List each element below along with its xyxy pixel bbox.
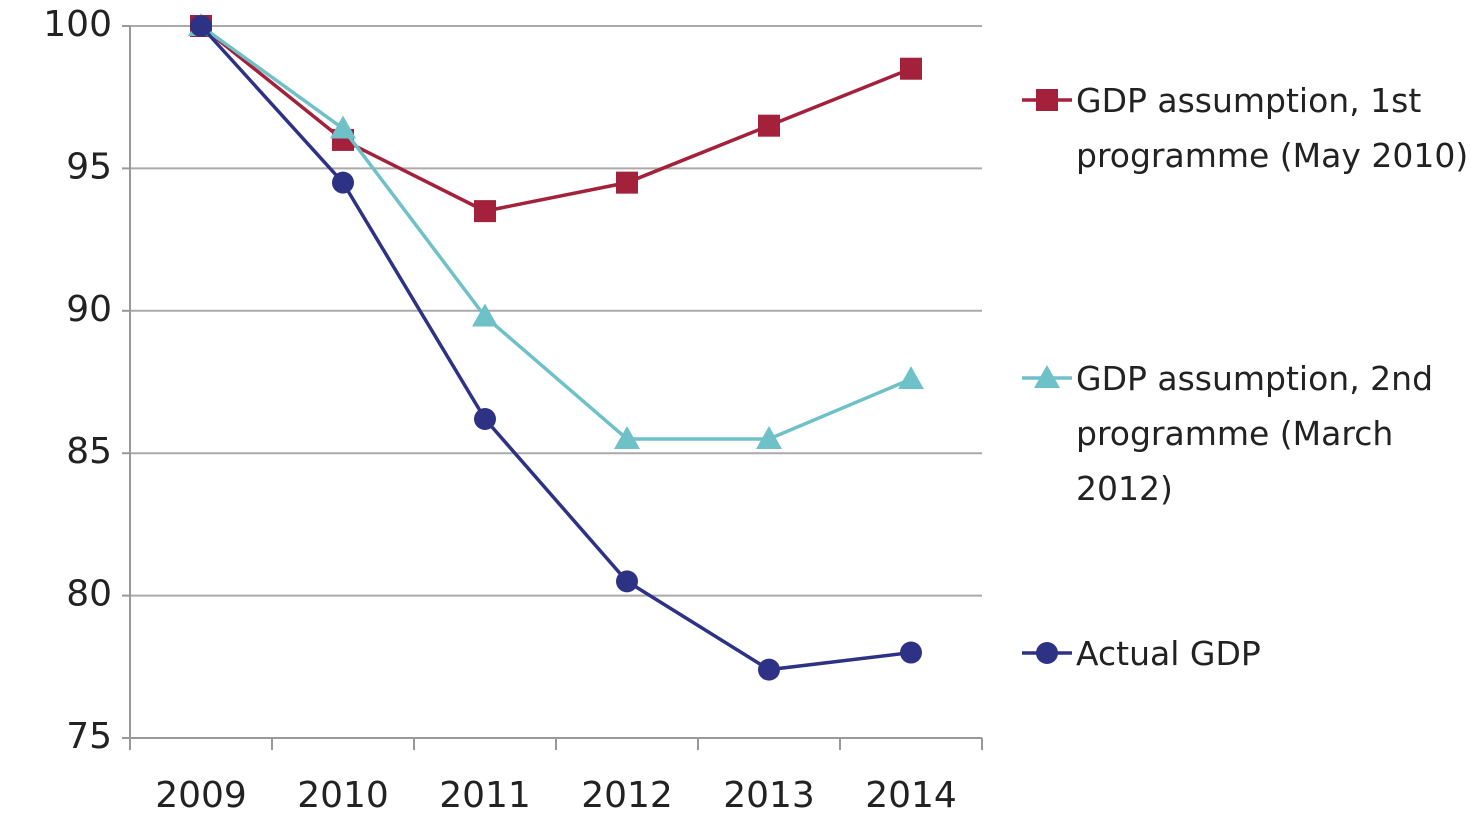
marker	[616, 570, 638, 593]
y-tick-label: 75	[66, 716, 112, 757]
y-tick-label: 90	[66, 289, 112, 330]
marker	[1034, 365, 1060, 388]
marker	[616, 171, 638, 194]
legend-swatch	[1022, 642, 1072, 664]
chart: 75 80 85 90 95 100 2009 2010 2011 2012 2013 2014	[43, 4, 983, 816]
legend-swatch	[1022, 365, 1072, 388]
marker	[900, 641, 922, 664]
marker	[332, 171, 354, 194]
series-line	[199, 24, 912, 441]
y-tick-label: 85	[66, 431, 112, 472]
marker	[1036, 642, 1058, 664]
x-tick-label: 2014	[865, 775, 957, 816]
legend-entry: GDP assumption, 2nd programme (March 201…	[1020, 351, 1471, 516]
legend-label: Actual GDP	[1076, 634, 1261, 673]
marker	[190, 15, 212, 37]
marker	[330, 115, 356, 139]
series-line	[199, 24, 912, 213]
marker	[758, 114, 780, 137]
x-tick-label: 2010	[297, 775, 389, 816]
legend-label: GDP assumption, 1st programme (May 2010)	[1076, 81, 1469, 175]
series-line	[199, 24, 912, 672]
legend-label: GDP assumption, 2nd programme (March 201…	[1076, 359, 1434, 508]
marker	[898, 366, 924, 390]
marker	[1036, 89, 1058, 111]
legend-entry: GDP assumption, 1st programme (May 2010)	[1020, 73, 1471, 183]
x-tick-label: 2009	[155, 775, 247, 816]
marker	[614, 425, 640, 449]
marker	[900, 57, 922, 80]
legend-entry: Actual GDP	[1020, 626, 1471, 681]
marker	[756, 425, 782, 449]
y-tick-label: 80	[66, 574, 112, 615]
marker	[474, 200, 496, 223]
y-tick-label: 100	[43, 4, 112, 45]
x-tick-label: 2011	[439, 775, 531, 816]
marker	[472, 303, 498, 327]
y-tick-label: 95	[66, 146, 112, 187]
legend-swatch	[1022, 89, 1072, 111]
marker	[474, 408, 496, 431]
marker	[758, 658, 780, 681]
x-tick-label: 2013	[723, 775, 815, 816]
x-tick-label: 2012	[581, 775, 673, 816]
